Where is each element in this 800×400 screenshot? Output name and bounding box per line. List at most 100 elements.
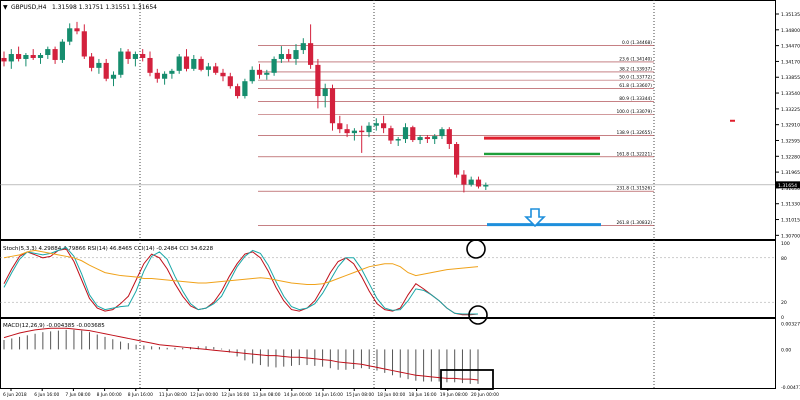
candle-body — [59, 41, 65, 60]
price-marker — [730, 119, 735, 122]
time-tick-label: 7 Jun 08:00 — [65, 392, 90, 398]
stoch-tick-label: 80 — [781, 256, 787, 262]
time-tick-label: 18 Jun 00:00 — [377, 392, 405, 398]
header-dropdown-icon[interactable]: ▼ — [3, 4, 8, 11]
time-tick-label: 18 Jun 16:00 — [409, 392, 437, 398]
candle-body — [220, 72, 226, 77]
fib-level-label: 161.8 (1.32221) — [616, 151, 652, 157]
fibonacci-levels[interactable]: 0.0 (1.34468) 23.6 (1.34140) 38.2 (1.33937… — [258, 40, 654, 226]
candle-body — [461, 174, 467, 185]
candle-body — [308, 43, 314, 65]
candle-body — [30, 55, 36, 58]
price-axis: 1.35135 1.34800 1.34470 1.34170 1.33855 1.335… — [0, 12, 800, 239]
candle-body — [286, 54, 292, 59]
candle-body — [16, 54, 22, 59]
candle-body — [191, 58, 197, 69]
price-tick-label: 1.32910 — [781, 123, 800, 129]
candle-body — [213, 66, 219, 73]
macd-tick-label: 0.00 — [781, 347, 791, 353]
candle-body — [446, 129, 452, 144]
candle-body — [432, 136, 438, 140]
candle-body — [205, 66, 211, 70]
price-tick-label: 1.34800 — [781, 28, 800, 34]
highlight-circle — [468, 305, 488, 325]
down-arrow-icon — [524, 208, 546, 228]
time-tick-label: 6 Jun 16:00 — [34, 392, 59, 398]
candlestick-series — [1, 21, 489, 193]
candle-body — [359, 130, 365, 133]
candle-body — [381, 123, 387, 129]
current-price-tag — [776, 181, 800, 189]
candle-body — [125, 51, 131, 59]
candle-body — [329, 88, 336, 124]
time-tick-label: 15 Jun 08:00 — [346, 392, 374, 398]
candle-body — [23, 55, 29, 59]
candle-body — [74, 28, 80, 32]
candle-body — [315, 64, 321, 97]
time-axis: 6 Jun 2018 6 Jun 16:00 7 Jun 08:00 8 Jun 00… — [3, 388, 499, 398]
stoch-panel — [0, 240, 776, 318]
candle-body — [154, 72, 160, 79]
candle-body — [366, 125, 372, 133]
macd-series — [3, 327, 494, 390]
candle-body — [271, 58, 277, 73]
candle-body — [322, 88, 328, 97]
candle-body — [169, 70, 175, 74]
price-tick-label: 1.31965 — [781, 170, 800, 176]
candle-body — [1, 57, 7, 62]
fib-level-label: 261.8 (1.30832) — [616, 220, 652, 226]
candle-body — [81, 31, 87, 57]
highlight-box — [440, 369, 494, 390]
candle-body — [162, 73, 168, 79]
candle-body — [344, 129, 350, 134]
main-panel — [0, 0, 776, 240]
time-tick-label: 12 Jun 00:00 — [190, 392, 218, 398]
candle-body — [468, 179, 474, 185]
price-tick-label: 1.33225 — [781, 107, 800, 113]
candle-body — [242, 81, 248, 97]
candle-body — [67, 28, 73, 42]
time-tick-label: 20 Jun 00:00 — [471, 392, 499, 398]
candle-body — [227, 76, 233, 87]
stoch-tick-label: 100 — [781, 241, 790, 247]
candle-body — [176, 56, 182, 71]
candle-body — [118, 51, 124, 75]
candle-body — [439, 129, 445, 137]
candle-body — [293, 50, 299, 59]
macd-tick-label: -0.004773 — [781, 385, 800, 391]
price-tick-label: 1.31650 — [781, 186, 800, 192]
stoch-title: Stoch(5,3,3) 4.29884 4.79866 RSI(14) 46.… — [3, 246, 214, 252]
candle-body — [300, 43, 306, 51]
fib-level-label: 61.8 (1.33607) — [619, 83, 652, 89]
time-tick-label: 14 Jun 16:00 — [315, 392, 343, 398]
stoch-line-2 — [3, 249, 479, 285]
price-tick-label: 1.32595 — [781, 138, 800, 144]
time-tick-label: 8 Jun 16:00 — [128, 392, 153, 398]
price-tick-label: 1.31330 — [781, 202, 800, 208]
fib-level-label: 231.8 (1.31526) — [616, 186, 652, 192]
price-tick-label: 1.33855 — [781, 75, 800, 81]
candle-body — [337, 123, 343, 130]
fib-level-label: 23.6 (1.34140) — [619, 56, 652, 62]
time-tick-label: 11 Jun 08:00 — [159, 392, 187, 398]
macd-signal-line — [3, 327, 479, 381]
highlight-circle — [466, 239, 486, 259]
stoch-tick-label: 0 — [781, 315, 784, 321]
candle-body — [140, 54, 146, 58]
candle-body — [235, 86, 241, 97]
candle-body — [52, 49, 58, 60]
candle-body — [37, 55, 44, 58]
candle-body — [454, 144, 460, 175]
candle-body — [373, 123, 379, 126]
stoch-axis: 100 80 20 0 — [0, 241, 790, 321]
candle-body — [132, 54, 138, 59]
price-tick-label: 1.34470 — [781, 44, 800, 50]
time-tick-label: 8 Jun 00:00 — [97, 392, 122, 398]
macd-panel — [0, 318, 776, 389]
candle-body — [8, 54, 14, 62]
candle-body — [96, 62, 102, 68]
candle-body — [395, 139, 401, 141]
annotations — [484, 119, 735, 228]
price-tick-label: 1.35135 — [781, 12, 800, 18]
